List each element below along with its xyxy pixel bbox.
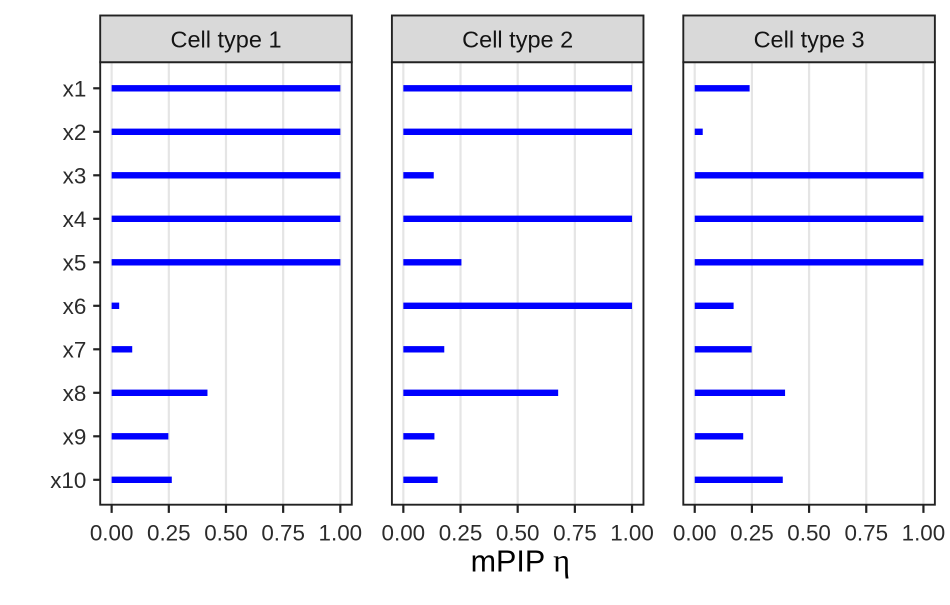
- svg-text:x1: x1: [63, 76, 87, 101]
- svg-text:x7: x7: [63, 337, 87, 362]
- svg-text:1.00: 1.00: [610, 520, 654, 545]
- svg-text:0.25: 0.25: [730, 520, 774, 545]
- svg-text:0.00: 0.00: [90, 520, 134, 545]
- svg-text:0.75: 0.75: [261, 520, 305, 545]
- svg-text:0.75: 0.75: [844, 520, 888, 545]
- svg-text:1.00: 1.00: [319, 520, 363, 545]
- svg-text:0.00: 0.00: [382, 520, 426, 545]
- svg-text:x10: x10: [50, 468, 86, 493]
- svg-text:0.00: 0.00: [673, 520, 717, 545]
- svg-text:0.50: 0.50: [496, 520, 540, 545]
- svg-text:Cell type 1: Cell type 1: [170, 26, 281, 52]
- svg-text:1.00: 1.00: [902, 520, 946, 545]
- svg-text:0.25: 0.25: [439, 520, 483, 545]
- svg-text:x6: x6: [63, 294, 87, 319]
- svg-text:x5: x5: [63, 250, 87, 275]
- svg-text:x8: x8: [63, 381, 87, 406]
- svg-text:x4: x4: [63, 207, 87, 232]
- svg-text:0.25: 0.25: [147, 520, 191, 545]
- svg-text:x3: x3: [63, 163, 87, 188]
- svg-text:Cell type 2: Cell type 2: [462, 26, 573, 52]
- svg-text:mPIP η: mPIP η: [471, 544, 570, 580]
- svg-text:x2: x2: [63, 120, 87, 145]
- svg-text:0.50: 0.50: [204, 520, 248, 545]
- svg-text:x9: x9: [63, 424, 87, 449]
- svg-text:Cell type 3: Cell type 3: [754, 26, 865, 52]
- svg-text:0.75: 0.75: [553, 520, 597, 545]
- svg-text:0.50: 0.50: [787, 520, 831, 545]
